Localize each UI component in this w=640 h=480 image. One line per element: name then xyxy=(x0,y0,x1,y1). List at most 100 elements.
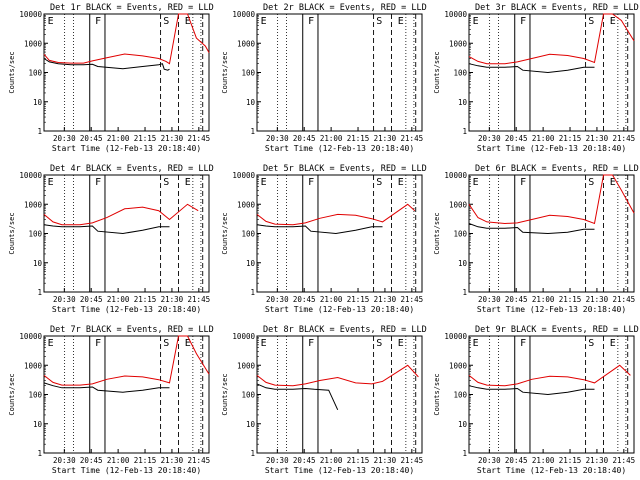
x-axis-title: Start Time (12-Feb-13 20:18:40) xyxy=(52,305,201,314)
y-tick-label: 1 xyxy=(462,127,467,136)
y-tick-label: 100 xyxy=(241,230,255,239)
x-axis-title: Start Time (12-Feb-13 20:18:40) xyxy=(477,466,626,475)
y-tick-label: 1000 xyxy=(449,361,468,370)
segment-flag: S xyxy=(163,338,169,349)
x-tick-label: 20:45 xyxy=(293,134,316,143)
y-tick-label: 1 xyxy=(250,449,255,458)
y-tick-label: 1000 xyxy=(237,39,256,48)
x-tick-label: 21:30 xyxy=(586,456,609,465)
events-series-line xyxy=(468,63,595,74)
plot-frame xyxy=(43,335,210,454)
x-tick-label: 20:30 xyxy=(478,134,501,143)
x-tick-label: 21:15 xyxy=(347,295,370,304)
x-tick-label: 21:15 xyxy=(134,295,157,304)
y-tick-label: 1 xyxy=(462,288,467,297)
y-tick-label: 1 xyxy=(37,288,42,297)
x-axis-title: Start Time (12-Feb-13 20:18:40) xyxy=(477,144,626,153)
segment-flag: F xyxy=(95,338,101,349)
segment-flag: F xyxy=(308,177,314,188)
y-tick-label: 1 xyxy=(250,288,255,297)
detector-panel-1: Det 1r BLACK = Events, RED = LLD 1 10 100 10… xyxy=(8,3,214,153)
y-tick-label: 1000 xyxy=(24,39,43,48)
plot-frame xyxy=(43,13,210,132)
x-tick-label: 20:45 xyxy=(80,456,103,465)
x-axis-title: Start Time (12-Feb-13 20:18:40) xyxy=(265,305,414,314)
x-tick-label: 21:45 xyxy=(613,134,636,143)
y-tick-label: 10000 xyxy=(232,171,255,180)
panel-title: Det 5r BLACK = Events, RED = LLD xyxy=(263,164,427,174)
x-tick-label: 21:30 xyxy=(374,295,397,304)
panel-title: Det 9r BLACK = Events, RED = LLD xyxy=(475,325,639,335)
x-tick-label: 20:30 xyxy=(266,134,289,143)
x-tick-label: 21:30 xyxy=(161,134,184,143)
segment-flag: E xyxy=(261,177,267,188)
x-tick-label: 20:30 xyxy=(53,295,76,304)
y-tick-label: 1000 xyxy=(237,361,256,370)
lld-series-line xyxy=(43,13,210,65)
segment-flag: S xyxy=(163,16,169,27)
y-axis-label: Counts/sec xyxy=(433,373,441,415)
y-tick-label: 10000 xyxy=(19,171,42,180)
x-tick-label: 21:30 xyxy=(161,295,184,304)
events-series-line xyxy=(468,223,595,235)
x-tick-label: 21:00 xyxy=(320,134,343,143)
x-tick-label: 21:00 xyxy=(320,456,343,465)
x-tick-label: 21:30 xyxy=(586,134,609,143)
plot-frame xyxy=(256,335,423,454)
y-tick-label: 1000 xyxy=(24,361,43,370)
lld-series-line xyxy=(468,364,631,387)
x-tick-label: 21:00 xyxy=(107,456,130,465)
segment-flag: E xyxy=(261,338,267,349)
panel-title: Det 3r BLACK = Events, RED = LLD xyxy=(475,3,639,13)
x-tick-label: 21:30 xyxy=(374,134,397,143)
x-tick-label: 21:45 xyxy=(401,456,424,465)
y-tick-label: 10000 xyxy=(19,332,42,341)
events-series-line xyxy=(468,385,595,396)
y-tick-label: 100 xyxy=(28,69,42,78)
segment-flag: E xyxy=(398,16,404,27)
events-series-line xyxy=(43,382,170,393)
x-tick-label: 21:30 xyxy=(586,295,609,304)
segment-flag: F xyxy=(520,177,526,188)
segment-flag: F xyxy=(95,16,101,27)
x-tick-label: 20:30 xyxy=(266,456,289,465)
y-tick-label: 10 xyxy=(33,420,43,429)
x-tick-label: 21:15 xyxy=(134,134,157,143)
segment-flag: S xyxy=(163,177,169,188)
y-tick-label: 1000 xyxy=(237,200,256,209)
panel-title: Det 4r BLACK = Events, RED = LLD xyxy=(50,164,214,174)
segment-flag: S xyxy=(588,338,594,349)
x-axis-title: Start Time (12-Feb-13 20:18:40) xyxy=(265,144,414,153)
y-axis-label: Counts/sec xyxy=(433,51,441,93)
events-series-line xyxy=(256,383,339,411)
lld-series-line xyxy=(256,203,416,226)
y-axis-label: Counts/sec xyxy=(8,373,16,415)
y-tick-label: 1 xyxy=(462,449,467,458)
lld-series-line xyxy=(43,335,210,386)
detector-panel-3: Det 3r BLACK = Events, RED = LLD 1 10 100 10… xyxy=(433,3,639,153)
y-tick-label: 10 xyxy=(458,98,468,107)
lld-series-line xyxy=(256,364,419,387)
y-tick-label: 1 xyxy=(37,127,42,136)
x-tick-label: 20:45 xyxy=(80,295,103,304)
x-tick-label: 21:45 xyxy=(188,295,211,304)
x-tick-label: 21:45 xyxy=(188,456,211,465)
y-tick-label: 100 xyxy=(453,230,467,239)
y-axis-label: Counts/sec xyxy=(221,51,229,93)
x-axis-title: Start Time (12-Feb-13 20:18:40) xyxy=(52,466,201,475)
x-tick-label: 21:45 xyxy=(613,295,636,304)
plot-frame xyxy=(43,174,210,293)
lld-series-line xyxy=(468,174,635,225)
segment-flag: E xyxy=(48,16,54,27)
x-tick-label: 21:45 xyxy=(613,456,636,465)
x-tick-label: 21:15 xyxy=(347,134,370,143)
segment-flag: E xyxy=(473,338,479,349)
segment-flag: S xyxy=(376,16,382,27)
segment-flag: E xyxy=(610,177,616,188)
y-axis-label: Counts/sec xyxy=(221,212,229,254)
x-tick-label: 21:15 xyxy=(559,134,582,143)
x-axis-title: Start Time (12-Feb-13 20:18:40) xyxy=(477,305,626,314)
x-tick-label: 20:45 xyxy=(80,134,103,143)
y-axis-label: Counts/sec xyxy=(221,373,229,415)
y-tick-label: 10000 xyxy=(232,332,255,341)
